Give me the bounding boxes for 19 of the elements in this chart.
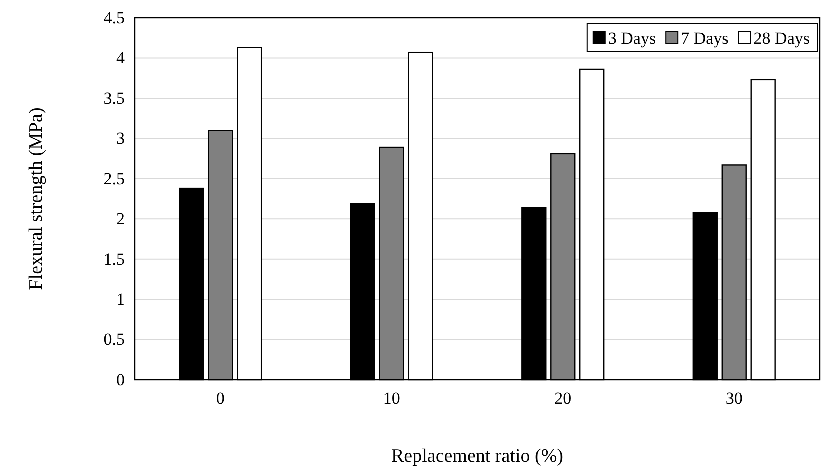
y-tick-label: 2.5 <box>104 169 125 188</box>
y-tick-label: 0.5 <box>104 330 125 350</box>
legend-label: 3 Days <box>608 29 656 48</box>
x-tick-label: 20 <box>554 389 572 408</box>
x-tick-label: 10 <box>383 389 400 408</box>
x-axis-title: Replacement ratio (%) <box>392 446 564 467</box>
y-tick-label: 2 <box>116 210 125 229</box>
y-axis-title: Flexural strength (MPa) <box>26 108 47 290</box>
y-tick-label: 1.5 <box>104 250 125 269</box>
y-tick-label: 3.5 <box>104 88 125 108</box>
legend-label: 28 Days <box>754 29 810 48</box>
x-tick-label: 30 <box>726 389 743 408</box>
legend-label: 7 Days <box>681 29 729 48</box>
x-tick-label: 0 <box>216 389 225 408</box>
y-tick-label: 3 <box>116 129 125 148</box>
y-tick-label: 4 <box>116 48 126 68</box>
y-tick-label: 4.5 <box>104 8 125 28</box>
y-tick-label: 1 <box>116 290 125 309</box>
y-tick-label: 0 <box>116 370 125 390</box>
